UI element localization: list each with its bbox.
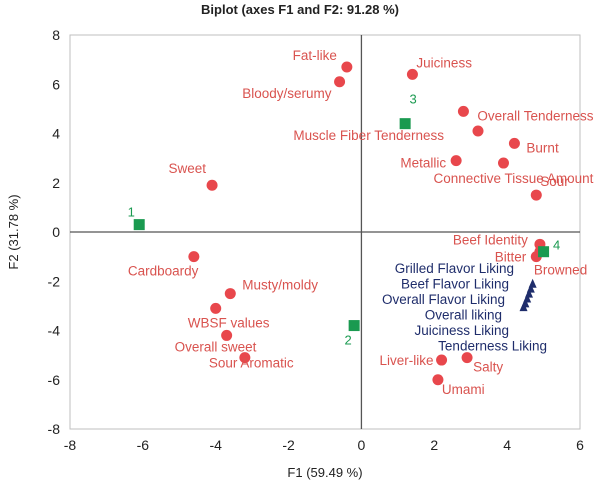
liking-marker-tenderness-liking: [519, 302, 528, 312]
x-tick-label: -6: [137, 437, 150, 453]
attribute-label-overall-tenderness: Overall Tenderness: [477, 108, 593, 123]
attribute-point-sweet: [206, 179, 218, 191]
liking-label-overall-flavor-liking: Overall Flavor Liking: [382, 292, 505, 307]
attribute-label-juiciness: Juiciness: [416, 55, 472, 70]
x-tick-label: -4: [209, 437, 222, 453]
attribute-label-connective-tissue-amount: Connective Tissue Amount: [434, 171, 594, 186]
liking-label-grilled-flavor-liking: Grilled Flavor Liking: [395, 261, 514, 276]
attribute-label-salty: Salty: [473, 360, 503, 375]
attribute-label-sweet: Sweet: [169, 161, 207, 176]
attribute-point-burnt: [508, 137, 520, 149]
y-tick-label: -8: [48, 421, 61, 437]
x-tick-label: 6: [576, 437, 584, 453]
observation-label-4: 4: [553, 238, 560, 253]
attribute-point-umami: [432, 374, 444, 386]
x-tick-label: -8: [64, 437, 77, 453]
y-tick-label: 0: [52, 224, 60, 240]
attribute-label-sour-aromatic: Sour Aromatic: [209, 356, 294, 371]
liking-label-overall-liking: Overall liking: [425, 308, 502, 323]
attribute-point-bloody-serumy: [334, 76, 346, 88]
x-tick-label: 0: [358, 437, 366, 453]
x-tick-label: 4: [503, 437, 511, 453]
attribute-point-muscle-fiber-tenderness: [472, 125, 484, 137]
attribute-label-beef-identity: Beef Identity: [453, 232, 528, 247]
attribute-label-metallic: Metallic: [400, 156, 446, 171]
x-tick-label: -2: [282, 437, 295, 453]
observation-label-1: 1: [128, 205, 135, 220]
liking-label-juiciness-liking: Juiciness Liking: [414, 323, 509, 338]
attribute-label-umami: Umami: [442, 382, 485, 397]
attribute-point-sour-aromatic: [239, 352, 251, 364]
y-tick-label: -6: [48, 372, 61, 388]
x-tick-label: 2: [430, 437, 438, 453]
attribute-label-wbsf-values: WBSF values: [188, 315, 270, 330]
attribute-label-liver-like: Liver-like: [380, 353, 434, 368]
attribute-point-musty-moldy: [224, 288, 236, 300]
liking-label-beef-flavor-liking: Beef Flavor Liking: [401, 277, 509, 292]
attribute-label-muscle-fiber-tenderness: Muscle Fiber Tenderness: [293, 128, 444, 143]
y-tick-label: 6: [52, 76, 60, 92]
attribute-label-fat-like: Fat-like: [293, 48, 337, 63]
observation-point-4: [538, 246, 550, 258]
y-axis-label: F2 (31.78 %): [6, 194, 21, 269]
liking-label-tenderness-liking: Tenderness Liking: [438, 339, 547, 354]
attribute-label-bloody-serumy: Bloody/serumy: [242, 86, 332, 101]
y-tick-label: 4: [52, 126, 60, 142]
liking-markers: [519, 278, 537, 312]
observation-label-3: 3: [410, 92, 417, 107]
attribute-label-cardboardy: Cardboardy: [128, 264, 199, 279]
attribute-point-overall-tenderness: [457, 105, 469, 117]
attribute-point-wbsf-values: [210, 302, 222, 314]
observation-point-2: [348, 320, 360, 332]
observation-label-2: 2: [345, 333, 352, 348]
observation-point-3: [399, 118, 411, 130]
y-tick-label: 8: [52, 27, 60, 43]
attribute-label-burnt: Burnt: [526, 140, 559, 155]
attribute-point-fat-like: [341, 61, 353, 73]
attribute-label-overall-sweet: Overall sweet: [175, 339, 257, 354]
attribute-point-sour: [530, 189, 542, 201]
y-tick-label: -2: [48, 273, 61, 289]
attribute-point-overall-sweet: [221, 329, 233, 341]
attribute-point-metallic: [450, 155, 462, 167]
y-tick-label: 2: [52, 175, 60, 191]
attribute-label-sour: Sour: [540, 174, 569, 189]
attribute-point-juiciness: [406, 68, 418, 80]
attribute-point-salty: [461, 352, 473, 364]
attribute-label-bitter: Bitter: [495, 250, 527, 265]
point-labels: Fat-like Bloody/serumy Juiciness Overall Te…: [128, 48, 594, 397]
y-tick-label: -4: [48, 323, 61, 339]
attribute-point-connective-tissue-amount: [498, 157, 509, 169]
attribute-point-cardboardy: [188, 251, 200, 263]
attribute-label-browned: Browned: [534, 263, 587, 278]
x-axis-label: F1 (59.49 %): [287, 465, 362, 480]
zero-axes: [70, 35, 580, 429]
attribute-point-liver-like: [436, 354, 448, 366]
chart-title: Biplot (axes F1 and F2: 91.28 %): [201, 2, 399, 17]
observation-point-1: [133, 219, 145, 231]
attribute-label-musty-moldy: Musty/moldy: [242, 278, 318, 293]
observation-markers: [133, 118, 550, 332]
tick-labels: -8 -6 -4 -2 0 2 4 6 -8 -6 -4 -2 0 2 4 6 8: [48, 27, 585, 453]
